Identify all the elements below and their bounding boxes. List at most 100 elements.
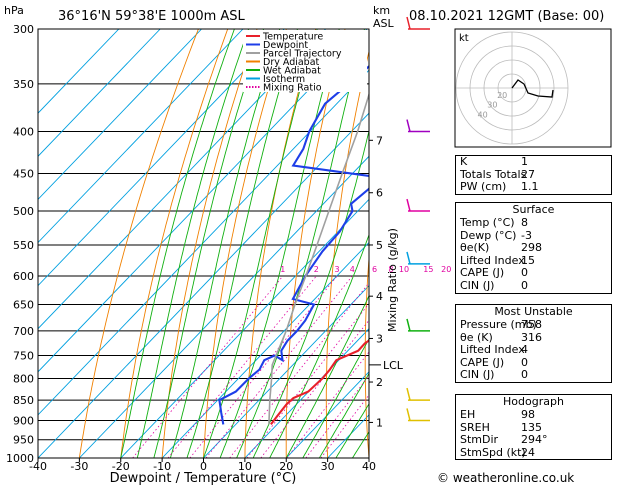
most-unstable-table: Most Unstable Pressure (mb) 758 θe (K) 316 L… (455, 304, 612, 383)
dry-adiabat (325, 49, 369, 458)
surface-key: Dewp (°C) (460, 228, 517, 242)
hodograph-key: StmDir (460, 433, 499, 447)
mixing-ratio-line (246, 302, 369, 458)
height-tick-label: 1 (376, 416, 383, 429)
mixing-ratio-label: 1 (280, 265, 285, 274)
dry-adiabat (203, 29, 287, 458)
mixing-ratio-line (229, 282, 369, 458)
mixing-ratio-axis-label: Mixing Ratio (g/kg) (386, 228, 399, 332)
hodograph-value: 135 (521, 420, 542, 434)
wet-adiabat (335, 403, 369, 458)
pressure-tick-label: 600 (13, 270, 34, 283)
height-tick-label: 2 (376, 376, 383, 389)
dry-adiabat (403, 29, 433, 458)
legend-label: Dewpoint (263, 40, 308, 51)
wind-barb-flag (406, 198, 411, 212)
temperature-tick-label: -40 (29, 460, 47, 473)
surface-value: 0 (521, 266, 528, 280)
wind-barb-flag (406, 119, 411, 132)
mixing-ratio-label: 10 (399, 265, 409, 274)
dry-adiabat (161, 29, 258, 458)
pressure-tick-label: 900 (13, 414, 34, 427)
hodograph-ring-label: 20 (497, 91, 507, 100)
pressure-tick-label: 800 (13, 372, 34, 385)
height-tick-label: 5 (376, 239, 383, 252)
surface-value: 8 (521, 216, 528, 229)
copyright-footer: © weatheronline.co.uk (437, 471, 575, 485)
hpa-label: hPa (4, 4, 24, 17)
mixing-ratio-line (305, 375, 369, 458)
hodograph-key: SREH (460, 420, 490, 434)
pressure-tick-label: 1000 (6, 452, 34, 465)
most-unstable-value: 0 (521, 355, 528, 369)
wind-barb-flag (406, 408, 411, 421)
pressure-tick-label: 400 (13, 126, 34, 139)
dry-adiabat (78, 29, 199, 458)
most-unstable-title: Most Unstable (494, 305, 573, 318)
hodograph-kt-label: kt (459, 33, 469, 44)
surface-row: CIN (J) 0 (456, 279, 611, 293)
mixing-ratio-label: 4 (350, 265, 355, 274)
index-table: K 1 Totals Totals 27 PW (cm) 1.1 (455, 155, 612, 195)
mixing-ratio-line (189, 275, 338, 458)
wind-barb-flag (406, 387, 411, 401)
legend-label: Isotherm (263, 74, 305, 85)
temperature-tick-label: 30 (321, 460, 335, 473)
pressure-tick-label: 750 (13, 349, 34, 362)
wind-barbs (406, 16, 430, 422)
temperature-axis: -40 -30 -20 -10 0 10 20 30 40 (29, 458, 376, 473)
surface-value: 15 (521, 253, 535, 267)
surface-key: Temp (°C) (460, 216, 515, 229)
mixing-ratio-line (205, 275, 353, 458)
series-temperature (270, 339, 369, 426)
pressure-tick-label: 950 (13, 434, 34, 447)
surface-key: Lifted Index (460, 253, 525, 267)
wet-adiabat (153, 29, 265, 458)
temperature-tick-label: 20 (279, 460, 293, 473)
mixing-ratio-label: 6 (372, 265, 377, 274)
temperature-tick-label: -10 (153, 460, 171, 473)
temperature-tick-label: -30 (70, 460, 88, 473)
pressure-axis: 300 350 400 450 500 550 600 650 700 750 800 850 900 9… (6, 23, 34, 465)
isotherm-line (203, 284, 369, 458)
most-unstable-row: CAPE (J) 0 (456, 355, 611, 370)
sounding-series (218, 64, 369, 426)
index-value: 27 (521, 167, 535, 181)
wet-adiabat (120, 29, 235, 458)
hodograph-key: StmSpd (kt) (460, 445, 526, 459)
dry-adiabat (285, 29, 346, 458)
surface-key: θe(K) (460, 241, 490, 255)
km-label: km (373, 4, 390, 17)
height-axis: 7 6 5 4 3 2 1 LCL (369, 134, 404, 429)
most-unstable-value: 758 (521, 318, 542, 331)
temperature-tick-label: -20 (112, 460, 130, 473)
pressure-tick-label: 500 (13, 205, 34, 218)
wet-adiabat (136, 29, 250, 458)
most-unstable-value: 0 (521, 368, 528, 382)
surface-row: Temp (°C) 8 (456, 216, 611, 230)
series-dewpoint (218, 64, 369, 425)
asl-label: ASL (373, 17, 395, 30)
pressure-tick-label: 700 (13, 325, 34, 338)
datetime-title: 08.10.2021 12GMT (Base: 00) (409, 9, 604, 24)
hodograph-row: StmDir 294° (456, 434, 611, 447)
dry-adiabat (120, 29, 229, 458)
isotherm-line (38, 29, 202, 201)
isotherm-line (79, 155, 369, 458)
temperature-tick-label: 0 (200, 460, 207, 473)
temperature-tick-label: 40 (362, 460, 376, 473)
wind-barb-flag (406, 318, 411, 332)
most-unstable-row: CIN (J) 0 (456, 369, 611, 382)
surface-value: -3 (521, 228, 532, 242)
hodograph-table: Hodograph EH 98 SREH 135 StmDir 294° StmSpd (k… (455, 394, 612, 461)
index-value: 1.1 (521, 180, 539, 194)
wet-adiabat (203, 29, 318, 458)
index-key: PW (cm) (460, 180, 507, 194)
lcl-label: LCL (383, 359, 404, 372)
surface-value: 298 (521, 241, 542, 255)
wet-adiabat (219, 29, 340, 458)
hodograph-row: EH 98 (456, 408, 611, 422)
isotherm-line (285, 371, 369, 458)
